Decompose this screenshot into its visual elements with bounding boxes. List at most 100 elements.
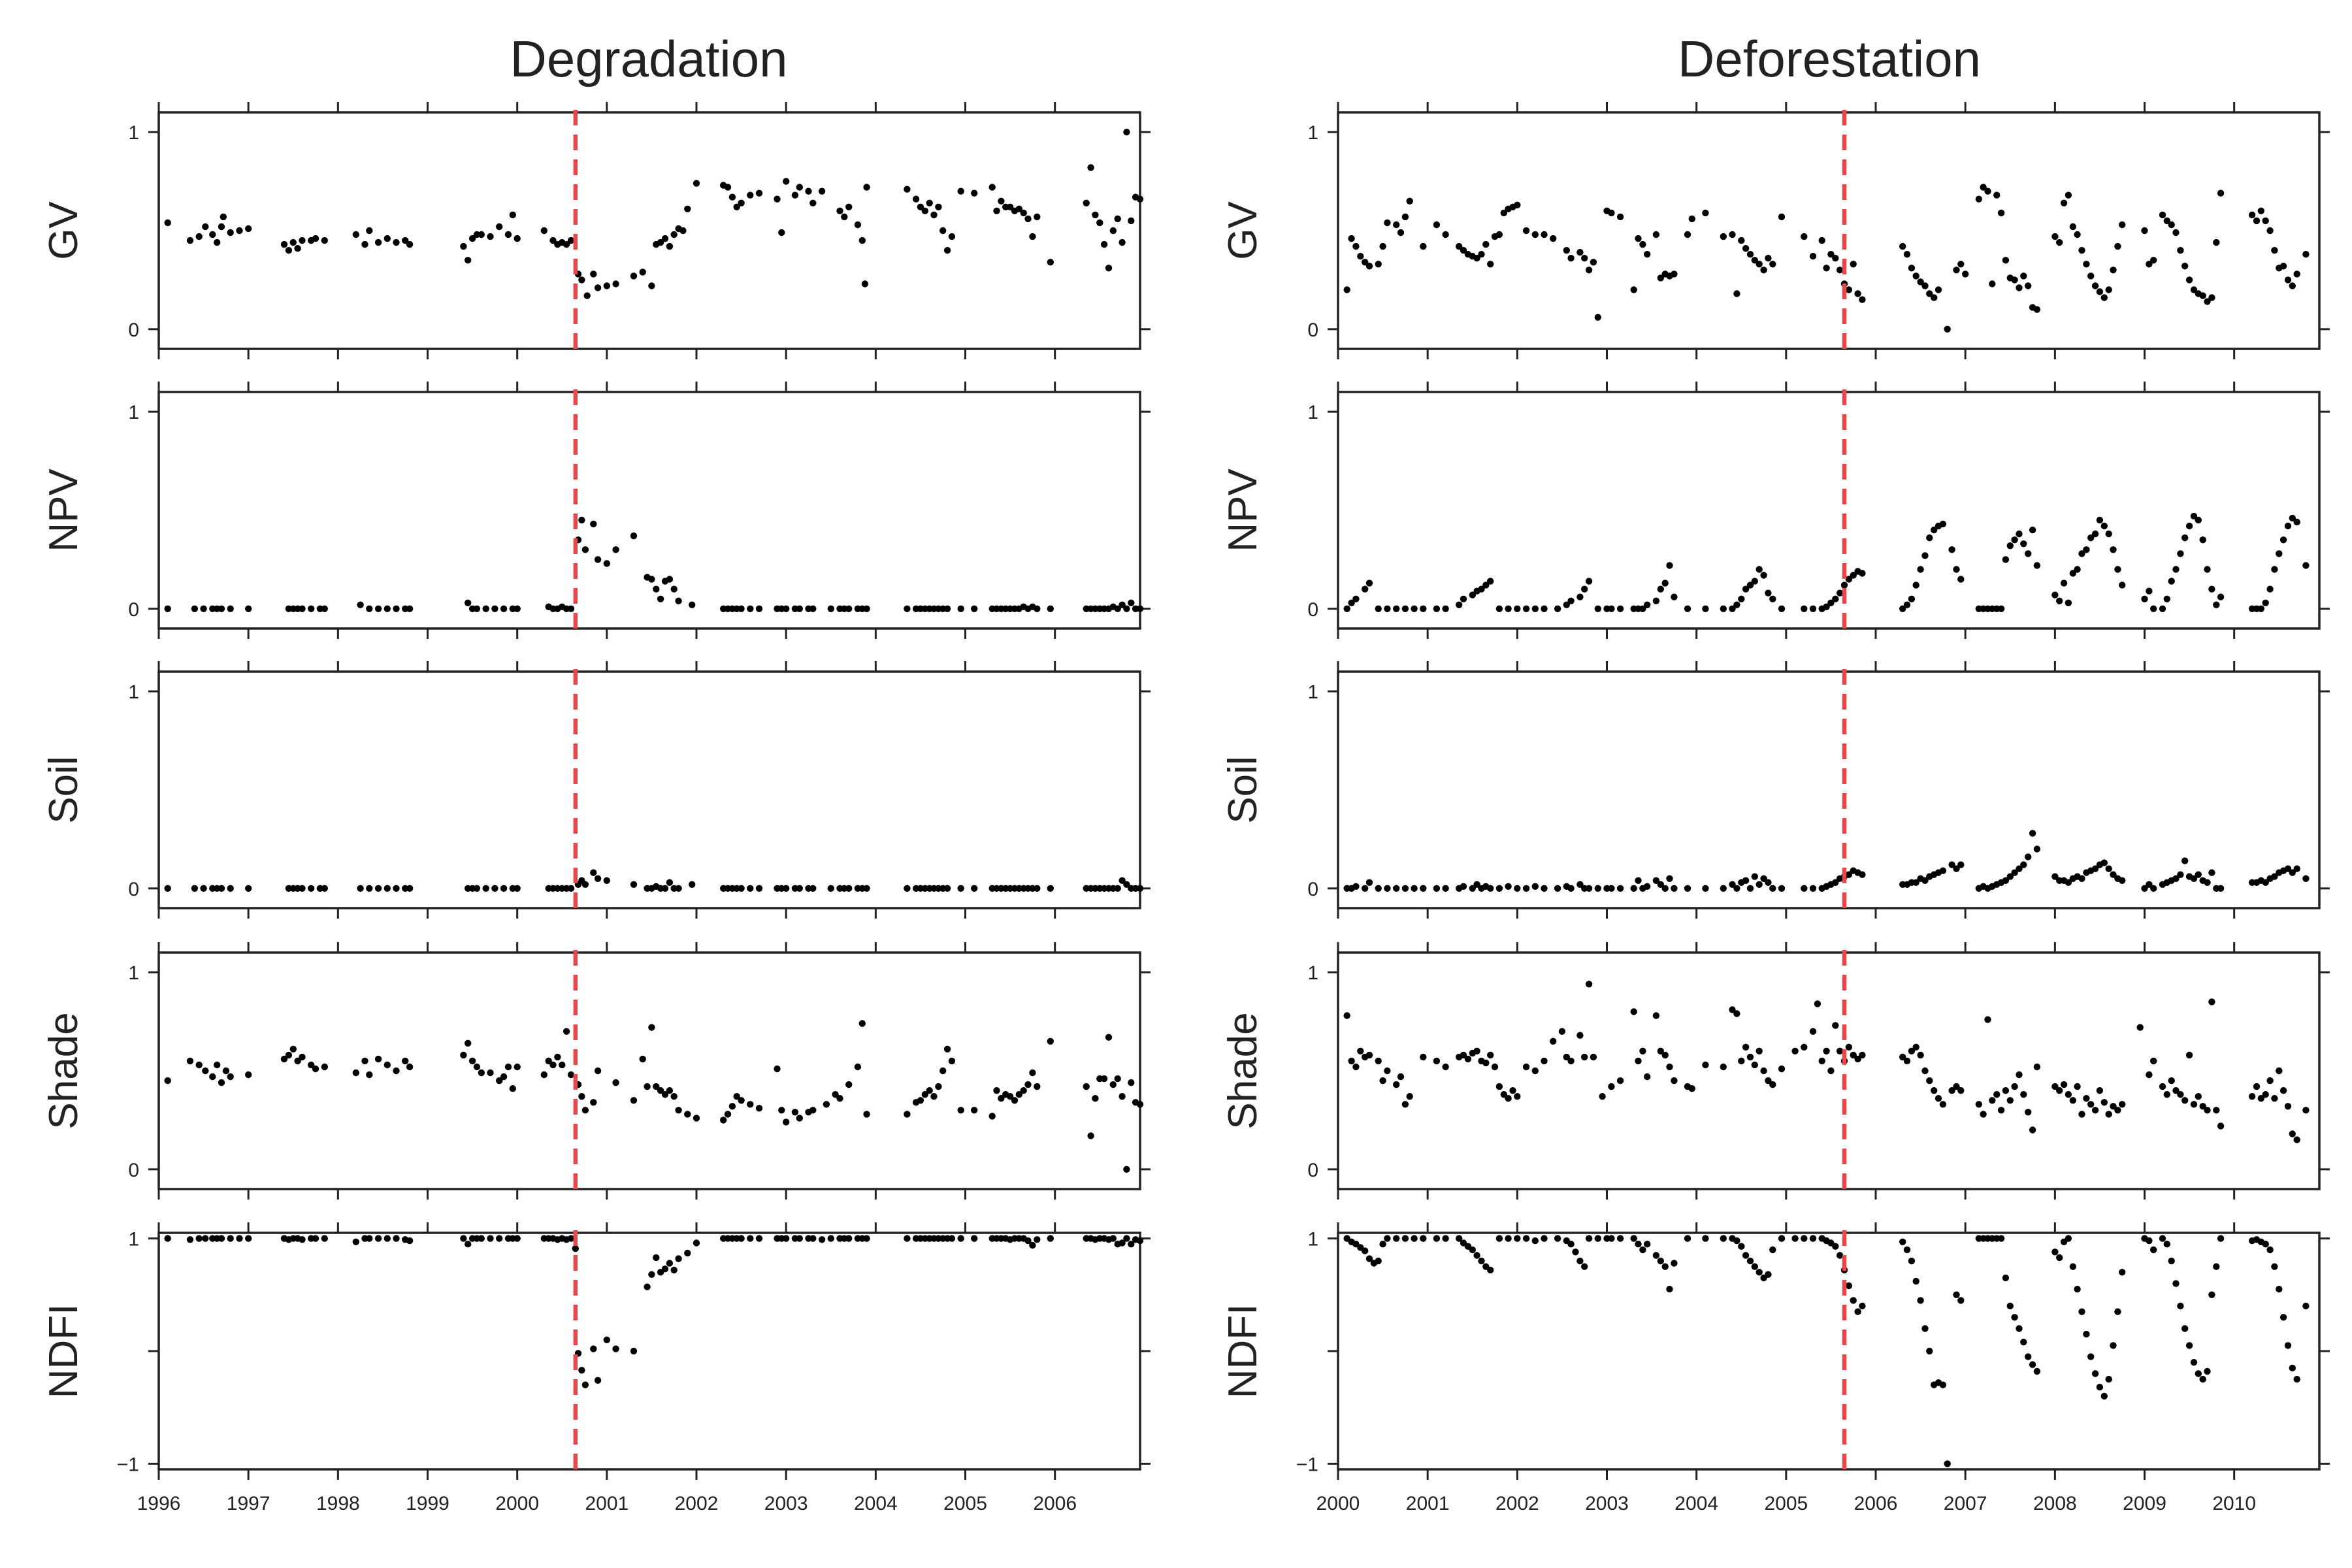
degradation-gv-point (402, 237, 409, 244)
deforestation-gv-point (1832, 255, 1839, 262)
degradation-shade-point (549, 1061, 557, 1069)
deforestation-gv-point (2011, 276, 2018, 284)
deforestation-ndfi-point (2177, 1302, 2184, 1310)
deforestation-npv-point (2217, 593, 2225, 600)
degradation-soil-point (1114, 885, 1121, 892)
degradation-shade-point (724, 1111, 732, 1118)
deforestation-ndfi-point (2087, 1353, 2095, 1360)
degradation-ndfi-point (299, 1236, 306, 1243)
deforestation-npv-point (1738, 595, 1745, 602)
deforestation-shade-point (2119, 1101, 2126, 1108)
deforestation-gv-point (2279, 263, 2287, 270)
degradation-shade-point (774, 1065, 781, 1073)
deforestation-gv-point (2002, 257, 2010, 264)
deforestation-gv-point (1531, 231, 1539, 238)
deforestation-soil-point (1765, 879, 1772, 887)
deforestation-npv-point (2293, 518, 2300, 526)
deforestation-npv-point (1742, 585, 1750, 593)
deforestation-gv-point (1733, 290, 1740, 297)
degradation-xtick-label: 2003 (764, 1493, 808, 1514)
degradation-shade-point (657, 1087, 664, 1094)
deforestation-shade-point (1509, 1087, 1516, 1094)
degradation-ndfi-point (594, 1377, 602, 1384)
deforestation-soil-point (1778, 885, 1786, 892)
degradation-gv-point (639, 269, 646, 276)
deforestation-npv-point (1585, 578, 1593, 585)
deforestation-xtick-label: 2010 (2212, 1493, 2256, 1514)
deforestation-npv-point (1384, 605, 1391, 612)
deforestation-shade-point (2110, 1103, 2117, 1110)
deforestation-soil-point (1742, 877, 1750, 885)
degradation-npv-panel: 0 1 NPV (41, 382, 1151, 639)
deforestation-shade-point (1908, 1047, 1916, 1055)
deforestation-gv-point (2051, 233, 2059, 240)
degradation-npv-point (738, 605, 745, 612)
degradation-gv-point (1006, 203, 1014, 210)
deforestation-ndfi-point (1742, 1252, 1750, 1259)
deforestation-shade-point (2065, 1091, 2072, 1098)
degradation-gv-point (186, 237, 194, 244)
deforestation-gv-point (2096, 288, 2104, 295)
deforestation-ndfi-point (1702, 1235, 1709, 1242)
degradation-gv-point (912, 195, 920, 203)
degradation-shade-point (935, 1083, 942, 1090)
degradation-shade-point (209, 1073, 216, 1081)
deforestation-soil-point (1522, 885, 1530, 892)
degradation-ndfi-point (1029, 1241, 1036, 1249)
deforestation-ndfi-point (2266, 1246, 2274, 1254)
deforestation-ndfi-point (1997, 1235, 2005, 1242)
degradation-gv-point (661, 235, 669, 242)
degradation-shade-point (361, 1057, 368, 1065)
deforestation-ndfi-point (2033, 1367, 2041, 1375)
deforestation-gv-point (2056, 238, 2063, 246)
degradation-soil-point (809, 885, 817, 892)
deforestation-shade-point (1859, 1051, 1866, 1059)
deforestation-npv-point (1411, 605, 1418, 612)
degradation-shade-point (563, 1028, 570, 1035)
deforestation-shade-point (2002, 1087, 2010, 1094)
degradation-gv-point (245, 225, 252, 233)
deforestation-shade-point (1917, 1051, 1924, 1059)
deforestation-shade-point (1778, 1065, 1786, 1073)
deforestation-gv-point (2110, 267, 2117, 274)
deforestation-npv-point (2056, 597, 2063, 604)
deforestation-soil-point (1567, 885, 1575, 892)
deforestation-ndfi-point (1487, 1266, 1494, 1274)
deforestation-npv-point (2168, 578, 2175, 585)
deforestation-soil-point (1635, 877, 1642, 885)
deforestation-soil-point (1442, 885, 1449, 892)
deforestation-npv-point (2163, 595, 2170, 602)
deforestation-shade-point (1352, 1063, 1360, 1071)
degradation-xtick-label: 2001 (585, 1493, 629, 1514)
deforestation-npv-point (1469, 591, 1476, 598)
degradation-gv-point (1024, 215, 1032, 223)
deforestation-soil-point (2091, 865, 2099, 872)
degradation-xtick-label: 2002 (675, 1493, 719, 1514)
deforestation-shade-point (1850, 1051, 1857, 1059)
deforestation-gv-point (1935, 286, 1942, 293)
deforestation-gv-point (2208, 294, 2215, 301)
deforestation-ndfi-point (2051, 1249, 2059, 1256)
degradation-shade-point (1034, 1083, 1041, 1090)
deforestation-soil-point (1661, 885, 1669, 892)
degradation-shade-point (939, 1067, 947, 1075)
deforestation-ndfi-point (1917, 1297, 1924, 1304)
deforestation-soil-point (1684, 885, 1691, 892)
degradation-gv-point (939, 227, 947, 235)
degradation-npv-point (957, 605, 964, 612)
degradation-gv-point (1083, 199, 1090, 206)
deforestation-npv-point (1616, 605, 1624, 612)
deforestation-soil-point (1401, 885, 1409, 892)
deforestation-gv-point (1343, 286, 1350, 293)
deforestation-shade-point (1420, 1053, 1427, 1061)
degradation-shade-point (670, 1093, 678, 1100)
degradation-ndfi-point (567, 1235, 575, 1242)
degradation-gv-point (845, 203, 853, 210)
deforestation-shade-point (1760, 1067, 1767, 1075)
deforestation-xtick-label: 2008 (2033, 1493, 2077, 1514)
deforestation-npv-point (1778, 605, 1786, 612)
deforestation-npv-point (2279, 536, 2287, 544)
deforestation-shade-point (1635, 1057, 1642, 1065)
deforestation-npv-point (1657, 585, 1664, 593)
deforestation-gv-point (1997, 209, 2005, 217)
